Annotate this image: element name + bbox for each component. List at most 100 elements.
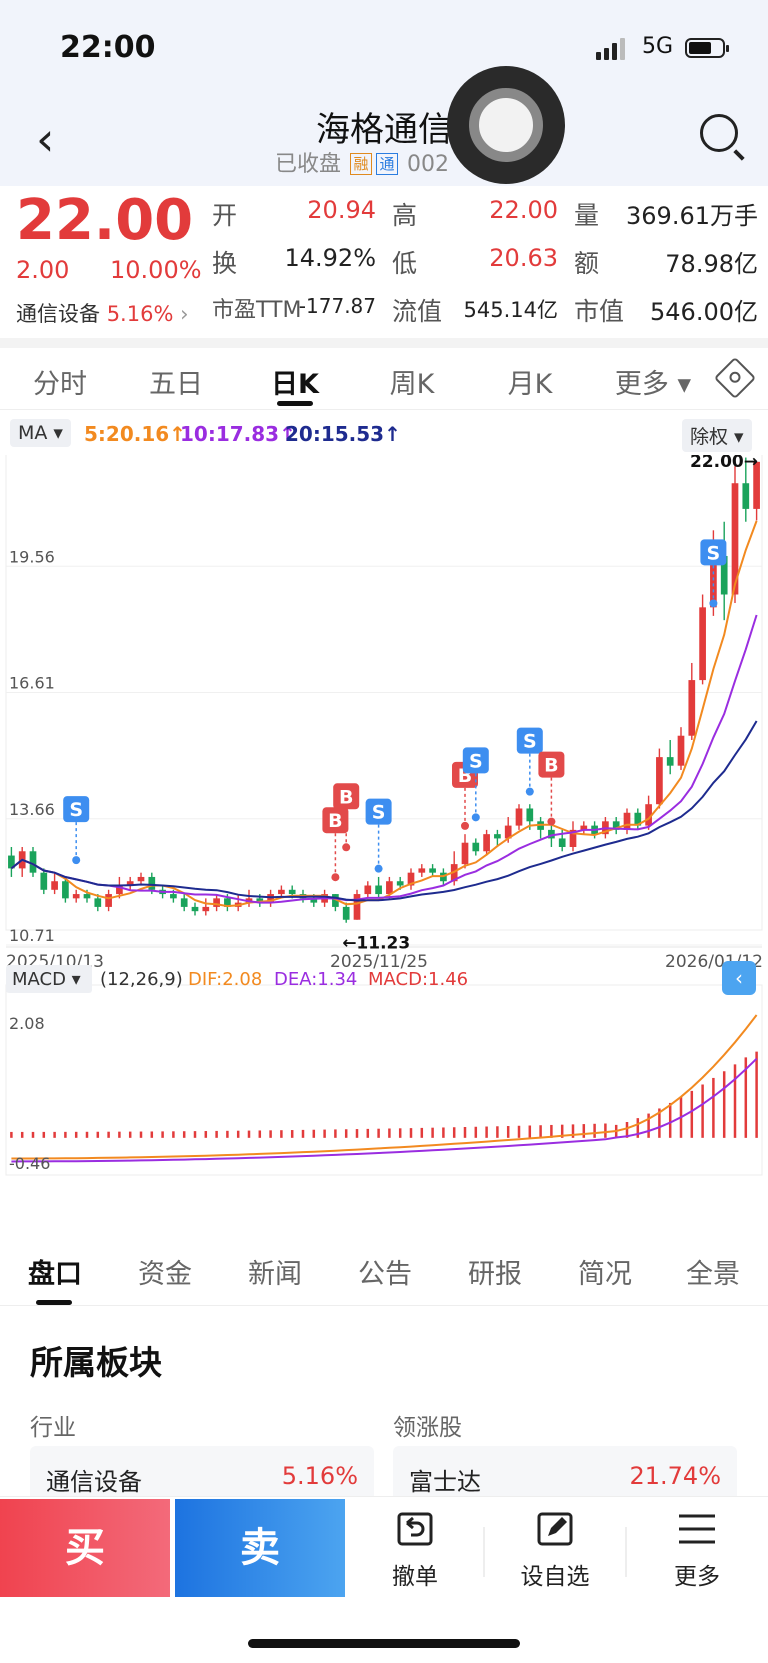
market-status: 已收盘 [275,152,342,177]
candle-body [278,889,285,895]
amount-label: 额 [574,249,600,278]
leader-card-pct: 21.74% [629,1462,721,1490]
chart-period-tabs: 分时 五日 日K 周K 月K 更多 ▾ [0,348,768,410]
candle-body [375,885,382,895]
tab-capital[interactable]: 资金 [138,1259,192,1290]
candle-body [148,876,156,890]
more-button[interactable]: 更多 [632,1511,762,1591]
ma10-line [10,614,758,904]
candle-body [288,889,296,895]
trade-marker-label: S [372,802,386,824]
x-tick-label: 2025/11/25 [330,952,428,972]
price-change-pct: 10.00% [110,256,202,284]
open-value: 20.94 [307,196,376,224]
sell-button[interactable]: 卖 [175,1499,345,1597]
macd-value: MACD:1.46 [368,969,468,990]
menu-icon [679,1514,715,1544]
float-value: 545.14亿 [463,298,558,322]
candle-body [623,812,631,830]
tab-panorama[interactable]: 全景 [686,1259,740,1290]
tab-announcement[interactable]: 公告 [358,1259,412,1290]
buy-button[interactable]: 买 [0,1499,170,1597]
candle-body [494,834,501,839]
title-bar: ‹ 海格通信 已收盘 融通 002 [0,96,768,186]
trade-marker-label: S [707,542,721,564]
sell-marker [365,798,392,825]
industry-link[interactable]: 通信设备 5.16% › [16,298,189,328]
candle-body [472,842,480,852]
float-label: 流值 [392,297,443,326]
candle-body [429,868,436,873]
y-tick-label: 22.51 [9,455,55,456]
watchlist-label: 设自选 [520,1564,590,1590]
candle-body [418,868,426,873]
industry-card-pct: 5.16% [281,1462,358,1490]
add-watchlist-button[interactable]: 设自选 [490,1511,620,1591]
battery-icon [685,38,729,58]
tab-five-day[interactable]: 五日 [149,369,203,400]
leader-card-name: 富士达 [409,1468,481,1496]
edit-icon [537,1512,573,1546]
tab-news[interactable]: 新闻 [248,1259,302,1290]
adjust-selector[interactable]: 除权 ▾ [682,419,752,452]
trade-marker-dot [471,813,480,822]
quote-panel: 22.00 2.00 10.00% 通信设备 5.16% › 开 20.94 高… [0,186,768,336]
candle-body [40,872,48,890]
macd-y-label: 2.08 [9,1014,45,1033]
tab-intraday[interactable]: 分时 [33,369,87,400]
y-tick-label: 16.61 [9,674,55,693]
chevron-left-icon: ‹ [735,966,743,990]
turnover-label: 换 [212,249,238,278]
candle-body [720,555,728,595]
chevron-right-icon: › [180,302,189,326]
tab-more[interactable]: 更多 ▾ [614,369,692,400]
tab-monthly-k[interactable]: 月K [507,369,553,400]
candle-body [72,894,80,899]
trade-marker-dot [72,856,81,865]
candle-body [688,680,696,736]
macd-params: (12,26,9) [100,969,183,990]
tab-daily-k[interactable]: 日K [271,369,319,400]
margin-tag: 融 [350,153,373,175]
floating-assist-button[interactable] [447,66,565,184]
undo-icon [397,1512,433,1546]
macd-y-label: -0.46 [9,1154,50,1173]
tab-profile[interactable]: 简况 [578,1259,632,1290]
tab-research[interactable]: 研报 [468,1259,522,1290]
search-icon[interactable] [700,114,738,152]
candle-body [504,825,512,839]
chart-settings-icon[interactable] [713,356,757,400]
candle-body [526,808,534,822]
candle-body [191,906,199,912]
ma20-value: 20:15.53↑ [285,422,401,446]
pe-value: -177.87 [298,294,376,318]
candle-body [137,876,145,882]
sector-section: 所属板块 行业 领涨股 通信设备 5.16% 富士达 21.74% [0,1306,768,1508]
high-value: 22.00 [489,196,558,224]
candle-body [666,757,674,766]
buy-marker [538,751,565,778]
candle-body [612,821,620,830]
candle-body [332,894,339,907]
tab-weekly-k[interactable]: 周K [389,369,435,400]
cancel-order-button[interactable]: 撤单 [350,1511,480,1591]
status-bar: 22:00 5G [0,0,768,96]
low-price-marker: ←11.23 [342,934,410,954]
sell-marker [63,796,90,823]
y-tick-label: 10.71 [9,926,55,945]
ma10-value: 10:17.83↑ [180,422,296,446]
candle-body [461,842,469,865]
pe-label: 市盈TTM [212,298,302,323]
open-label: 开 [212,201,238,230]
ma-selector[interactable]: MA ▾ [10,419,71,447]
candle-body [213,898,220,907]
low-value: 20.63 [489,244,558,272]
candle-body [8,855,15,869]
candle-body [656,757,663,805]
back-icon[interactable]: ‹ [36,112,55,166]
dif-line [11,1014,758,1160]
candle-body [580,825,588,830]
tab-orderbook[interactable]: 盘口 [28,1259,82,1290]
ma5-line [10,520,758,908]
